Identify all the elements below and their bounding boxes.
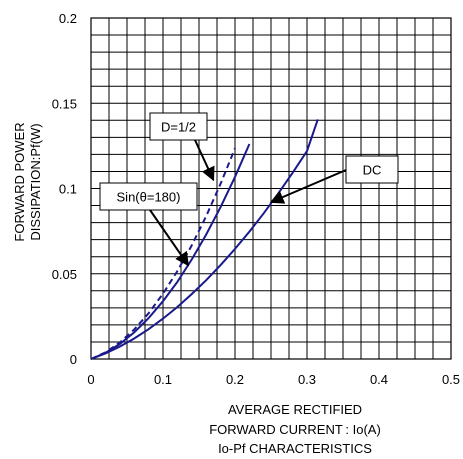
x-tick-label: 0.3 [298, 372, 316, 387]
x-tick-label: 0.1 [154, 372, 172, 387]
series-line-d-1-2 [90, 143, 251, 360]
x-tick-label: 0.2 [226, 372, 244, 387]
y-axis-label-line-2: DISSIPATION:Pf(W) [28, 123, 43, 240]
x-axis-label-line-2: FORWARD CURRENT : Io(A) [209, 422, 381, 437]
grid [91, 18, 451, 359]
y-tick-label: 0.2 [59, 11, 77, 26]
annotation-box-sin-180 [99, 182, 198, 211]
series-layer [90, 119, 319, 360]
x-tick-label: 0 [87, 372, 94, 387]
x-tick-label: 0.5 [442, 372, 460, 387]
series-line-dc [90, 119, 319, 360]
x-tick-labels: 0 0.1 0.2 0.3 0.4 0.5 [87, 372, 460, 387]
y-tick-label: 0 [70, 352, 77, 367]
chart-title: Io-Pf CHARACTERISTICS [218, 441, 372, 456]
annotation-arrow-d-1-2 [194, 139, 215, 182]
annotation-label-d-1-2: D=1/2 [161, 120, 196, 135]
annotation-arrow-dc [269, 169, 347, 204]
x-axis-label-line-1: AVERAGE RECTIFIED [228, 402, 362, 417]
annotation-box-dc [345, 155, 399, 184]
y-tick-label: 0.05 [52, 267, 77, 282]
plot-frame [90, 17, 452, 360]
annotations: D=1/2 DC Sin(θ=180) [99, 112, 399, 267]
y-tick-labels: 0 0.05 0.1 0.15 0.2 [52, 11, 77, 367]
annotation-label-sin-180: Sin(θ=180) [117, 190, 181, 205]
x-tick-label: 0.4 [370, 372, 388, 387]
y-tick-label: 0.1 [59, 182, 77, 197]
y-axis-label-line-1: FORWARD POWER [12, 122, 27, 241]
annotation-label-dc: DC [363, 163, 382, 178]
y-tick-label: 0.15 [52, 96, 77, 111]
annotation-arrow-sin-180 [149, 209, 190, 267]
annotation-box-d-1-2 [149, 112, 208, 141]
